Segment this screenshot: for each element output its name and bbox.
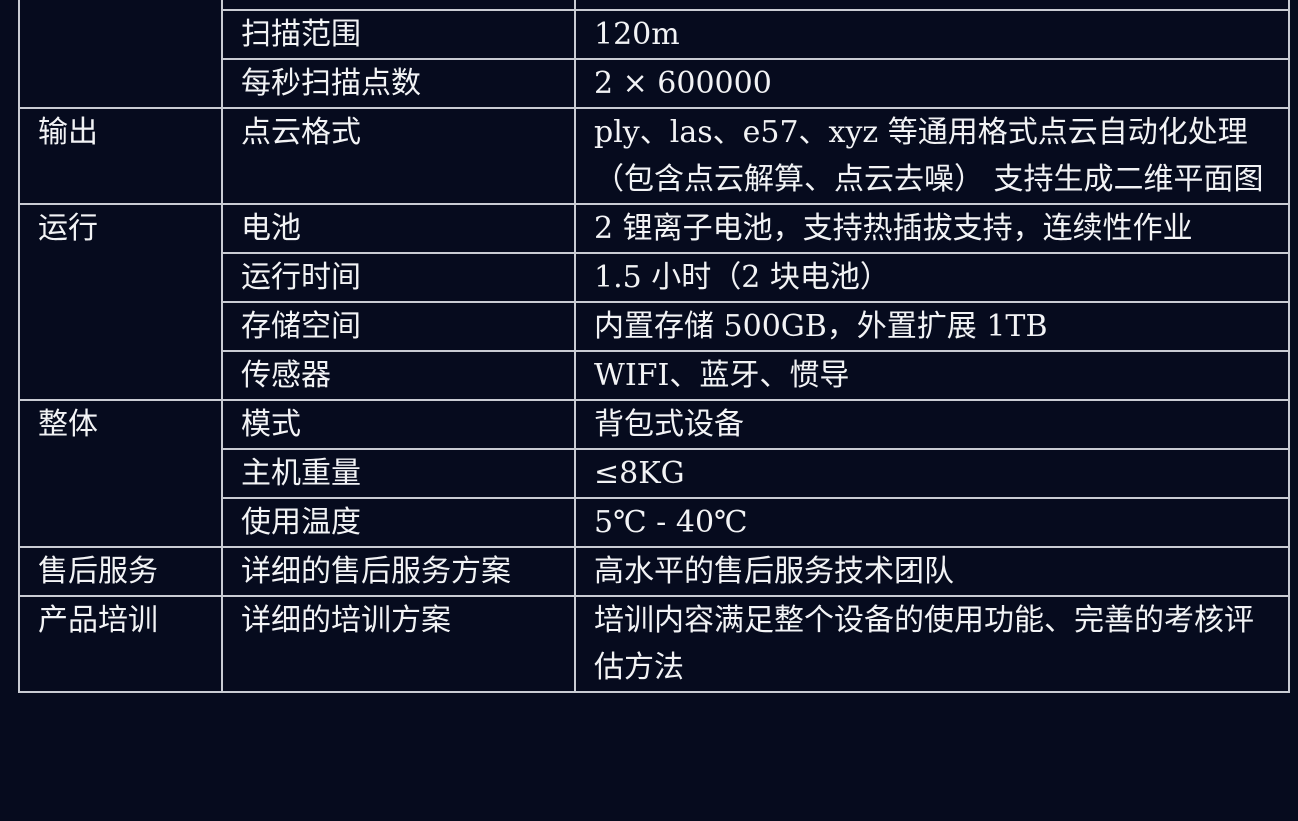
table-row: 使用温度 5℃ - 40℃: [19, 497, 1290, 548]
table-row: 产品培训 详细的培训方案 培训内容满足整个设备的使用功能、完善的考核评估方法: [18, 595, 1290, 693]
category-cell: 产品培训: [18, 595, 223, 693]
spec-cell: 详细的培训方案: [221, 595, 576, 693]
value-cell: 内置存储 500GB，外置扩展 1TB: [574, 301, 1290, 352]
category-cell: 输出: [18, 107, 223, 205]
spec-cell: 主机重量: [221, 448, 576, 499]
category-cell: 运行: [18, 203, 223, 401]
table-row: 主机重量 ≤8KG: [19, 448, 1290, 499]
spec-cell: 详细的售后服务方案: [221, 546, 576, 597]
spec-cell: 每秒扫描点数: [221, 58, 576, 109]
table-row: 整体 模式 背包式设备: [18, 399, 1290, 548]
spec-table: 扫描范围 120m 每秒扫描点数 2 × 600000 输出 点云格式 ply、…: [18, 0, 1290, 693]
value-cell: 背包式设备: [574, 399, 1290, 450]
value-cell: 2 锂离子电池，支持热插拔支持，连续性作业: [574, 203, 1290, 254]
spec-cell: 运行时间: [221, 252, 576, 303]
spec-cell: 使用温度: [221, 497, 576, 548]
value-cell: 2 × 600000: [574, 58, 1290, 109]
spec-cell: 点云格式: [221, 107, 576, 205]
spec-cell: 存储空间: [221, 301, 576, 352]
spec-cell: 扫描范围: [221, 9, 576, 60]
table-row: 运行时间 1.5 小时（2 块电池）: [19, 252, 1290, 303]
table-row: 存储空间 内置存储 500GB，外置扩展 1TB: [19, 301, 1290, 352]
value-cell: WIFI、蓝牙、惯导: [574, 350, 1290, 401]
spec-cell: 电池: [221, 203, 576, 254]
table-row: 传感器 WIFI、蓝牙、惯导: [19, 350, 1290, 401]
table-row: 输出 点云格式 ply、las、e57、xyz 等通用格式点云自动化处理（包含点…: [18, 107, 1290, 205]
value-cell: 120m: [574, 9, 1290, 60]
value-cell: 5℃ - 40℃: [574, 497, 1290, 548]
spec-cell: [221, 0, 576, 11]
value-cell: 1.5 小时（2 块电池）: [574, 252, 1290, 303]
category-cell: 售后服务: [18, 546, 223, 597]
value-cell: ply、las、e57、xyz 等通用格式点云自动化处理（包含点云解算、点云去噪…: [574, 107, 1290, 205]
category-cell: [18, 0, 223, 109]
table-row: 售后服务 详细的售后服务方案 高水平的售后服务技术团队: [18, 546, 1290, 597]
table-row: 每秒扫描点数 2 × 600000: [19, 58, 1290, 109]
value-cell: 高水平的售后服务技术团队: [574, 546, 1290, 597]
table-row: 扫描范围 120m: [19, 9, 1290, 60]
spec-cell: 传感器: [221, 350, 576, 401]
value-cell: 培训内容满足整个设备的使用功能、完善的考核评估方法: [574, 595, 1290, 693]
value-cell: [574, 0, 1290, 11]
spec-cell: 模式: [221, 399, 576, 450]
table-row: [18, 0, 1290, 109]
table-row: 运行 电池 2 锂离子电池，支持热插拔支持，连续性作业: [18, 203, 1290, 401]
category-cell: 整体: [18, 399, 223, 548]
value-cell: ≤8KG: [574, 448, 1290, 499]
